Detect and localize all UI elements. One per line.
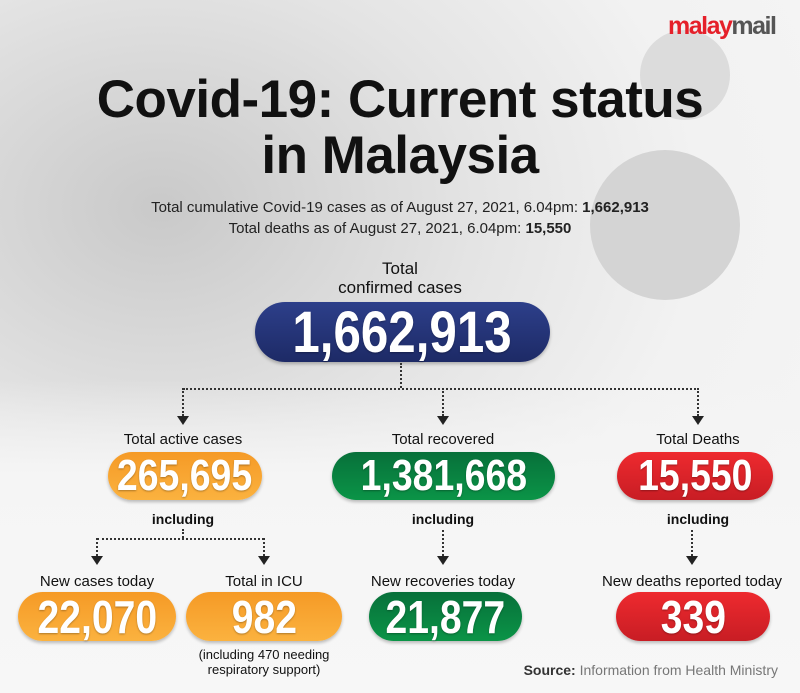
connector <box>182 529 184 538</box>
icu-label: Total in ICU <box>225 573 303 590</box>
icu-pill: 982 <box>186 591 342 643</box>
new-recoveries-pill: 21,877 <box>369 591 522 643</box>
connector <box>263 538 265 556</box>
title-line2: in Malaysia <box>261 126 539 185</box>
deaths-pill: 15,550 <box>617 451 773 500</box>
arrow-down-icon <box>258 556 270 565</box>
recovered-pill: 1,381,668 <box>332 451 555 500</box>
title-line1: Covid-19: Current status <box>96 70 704 129</box>
malaymail-logo: malaymail <box>668 12 777 40</box>
connector <box>691 530 693 556</box>
connector <box>400 363 402 388</box>
confirmed-label-1: Total <box>382 259 418 278</box>
arrow-down-icon <box>177 416 189 425</box>
active-label: Total active cases <box>123 431 243 448</box>
arrow-down-icon <box>686 556 698 565</box>
new-recoveries-label: New recoveries today <box>370 573 516 590</box>
new-deaths-pill: 339 <box>616 591 770 643</box>
active-including: including <box>151 511 215 527</box>
connector <box>183 388 699 390</box>
active-cases-pill: 265,695 <box>108 451 262 500</box>
icu-note-1: (including 470 needing <box>198 647 330 662</box>
deaths-label: Total Deaths <box>656 431 740 448</box>
virus-decoration <box>640 30 730 120</box>
new-cases-pill: 22,070 <box>18 591 176 643</box>
recovered-label: Total recovered <box>391 431 495 448</box>
connector <box>96 538 98 556</box>
arrow-down-icon <box>692 416 704 425</box>
confirmed-cases-pill: 1,662,913 <box>255 300 550 365</box>
connector <box>442 388 444 416</box>
recovered-including: including <box>411 511 475 527</box>
confirmed-label-2: confirmed cases <box>338 278 462 297</box>
source-note: Source: Information from Health Ministry <box>523 662 778 678</box>
connector <box>442 530 444 556</box>
background-fade <box>0 380 800 693</box>
connector <box>97 538 264 540</box>
new-cases-label: New cases today <box>39 573 155 590</box>
new-deaths-label: New deaths reported today <box>601 573 783 590</box>
connector <box>697 388 699 416</box>
arrow-down-icon <box>91 556 103 565</box>
connector <box>182 388 184 416</box>
arrow-down-icon <box>437 416 449 425</box>
total-deaths-line: Total deaths as of August 27, 2021, 6.04… <box>228 220 572 237</box>
cumulative-cases-line: Total cumulative Covid-19 cases as of Au… <box>151 199 649 216</box>
virus-decoration <box>590 150 740 300</box>
deaths-including: including <box>666 511 730 527</box>
icu-note-2: respiratory support) <box>207 662 321 677</box>
arrow-down-icon <box>437 556 449 565</box>
